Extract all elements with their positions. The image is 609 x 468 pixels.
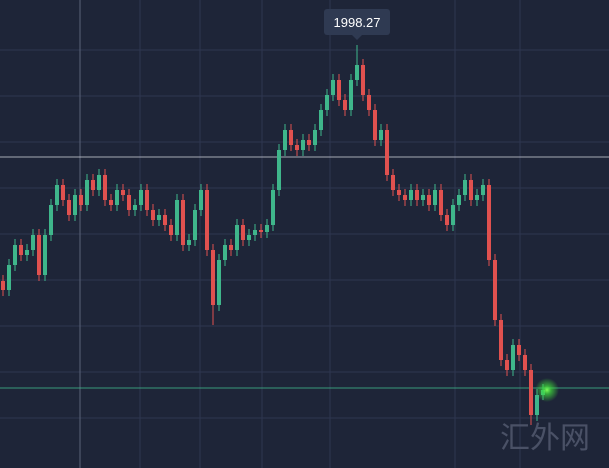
candle-body <box>289 130 293 145</box>
candle-body <box>373 110 377 140</box>
candle-body <box>523 355 527 370</box>
candle-body <box>115 190 119 205</box>
candle-body <box>187 240 191 245</box>
candle-body <box>355 65 359 80</box>
candle-body <box>235 225 239 250</box>
candle-body <box>265 225 269 232</box>
candle-body <box>475 195 479 200</box>
candle-body <box>451 205 455 225</box>
candle-body <box>427 195 431 205</box>
candle-body <box>433 190 437 205</box>
candle-body <box>79 195 83 205</box>
candle-body <box>379 130 383 140</box>
candle-body <box>223 245 227 260</box>
candle-body <box>169 225 173 235</box>
candle-body <box>535 395 539 415</box>
candle-body <box>481 185 485 195</box>
candle-body <box>493 260 497 320</box>
candle-body <box>349 80 353 110</box>
candle-body <box>463 180 467 195</box>
candle-body <box>361 65 365 95</box>
candle-body <box>133 205 137 210</box>
candle-body <box>529 370 533 415</box>
candle-body <box>211 250 215 305</box>
candle-body <box>199 190 203 210</box>
candle-body <box>457 195 461 205</box>
candle-body <box>91 180 95 190</box>
candle-body <box>343 100 347 110</box>
candle-body <box>403 195 407 200</box>
candle-body <box>337 80 341 100</box>
candle-body <box>391 175 395 190</box>
candle-body <box>7 265 11 290</box>
candle-body <box>283 130 287 150</box>
candle-body <box>271 190 275 225</box>
candle-body <box>37 235 41 275</box>
candle-body <box>253 230 257 235</box>
candle-body <box>55 185 59 205</box>
candle-body <box>409 190 413 200</box>
tooltip-arrow <box>352 35 362 40</box>
candle-body <box>43 235 47 275</box>
watermark: 汇外网 <box>500 421 590 456</box>
candle-body <box>307 140 311 145</box>
candle-body <box>175 200 179 235</box>
candle-body <box>97 175 101 190</box>
candle-body <box>439 190 443 215</box>
candle-body <box>367 95 371 110</box>
candle-body <box>61 185 65 200</box>
candle-body <box>277 150 281 190</box>
candle-body <box>145 190 149 210</box>
candle-body <box>397 190 401 195</box>
candle-body <box>229 245 233 250</box>
candle-body <box>469 180 473 200</box>
candle-body <box>259 230 263 232</box>
candle-body <box>247 235 251 240</box>
candle-body <box>73 195 77 215</box>
candle-body <box>331 80 335 95</box>
candle-body <box>1 281 5 290</box>
candle-body <box>505 360 509 370</box>
candle-body <box>385 130 389 175</box>
candle-body <box>31 235 35 250</box>
candle-body <box>313 130 317 145</box>
candle-body <box>109 200 113 205</box>
candle-body <box>517 345 521 355</box>
high-label: 1998.27 <box>334 15 381 30</box>
candle-body <box>163 215 167 225</box>
candle-body <box>181 200 185 245</box>
candle-body <box>421 195 425 200</box>
candle-body <box>511 345 515 370</box>
candle-body <box>295 145 299 150</box>
candle-body <box>217 260 221 305</box>
candle-body <box>127 195 131 210</box>
candle-body <box>49 205 53 235</box>
candle-body <box>121 190 125 195</box>
candle-body <box>193 210 197 240</box>
candle-body <box>151 210 155 220</box>
candle-body <box>13 245 17 265</box>
candle-body <box>445 215 449 225</box>
candle-body <box>319 110 323 130</box>
candle-body <box>241 225 245 240</box>
candle-body <box>85 180 89 205</box>
candle-body <box>25 250 29 255</box>
candle-body <box>205 190 209 250</box>
candle-body <box>103 175 107 200</box>
current-price-glow <box>535 378 559 402</box>
candle-body <box>157 215 161 220</box>
candle-body <box>499 320 503 360</box>
candle-body <box>301 140 305 150</box>
candle-body <box>139 190 143 205</box>
candle-body <box>415 190 419 200</box>
candle-body <box>325 95 329 110</box>
candles <box>0 45 609 425</box>
candle-body <box>19 245 23 255</box>
tooltip-box <box>324 9 390 35</box>
candle-body <box>67 200 71 215</box>
candle-body <box>487 185 491 260</box>
